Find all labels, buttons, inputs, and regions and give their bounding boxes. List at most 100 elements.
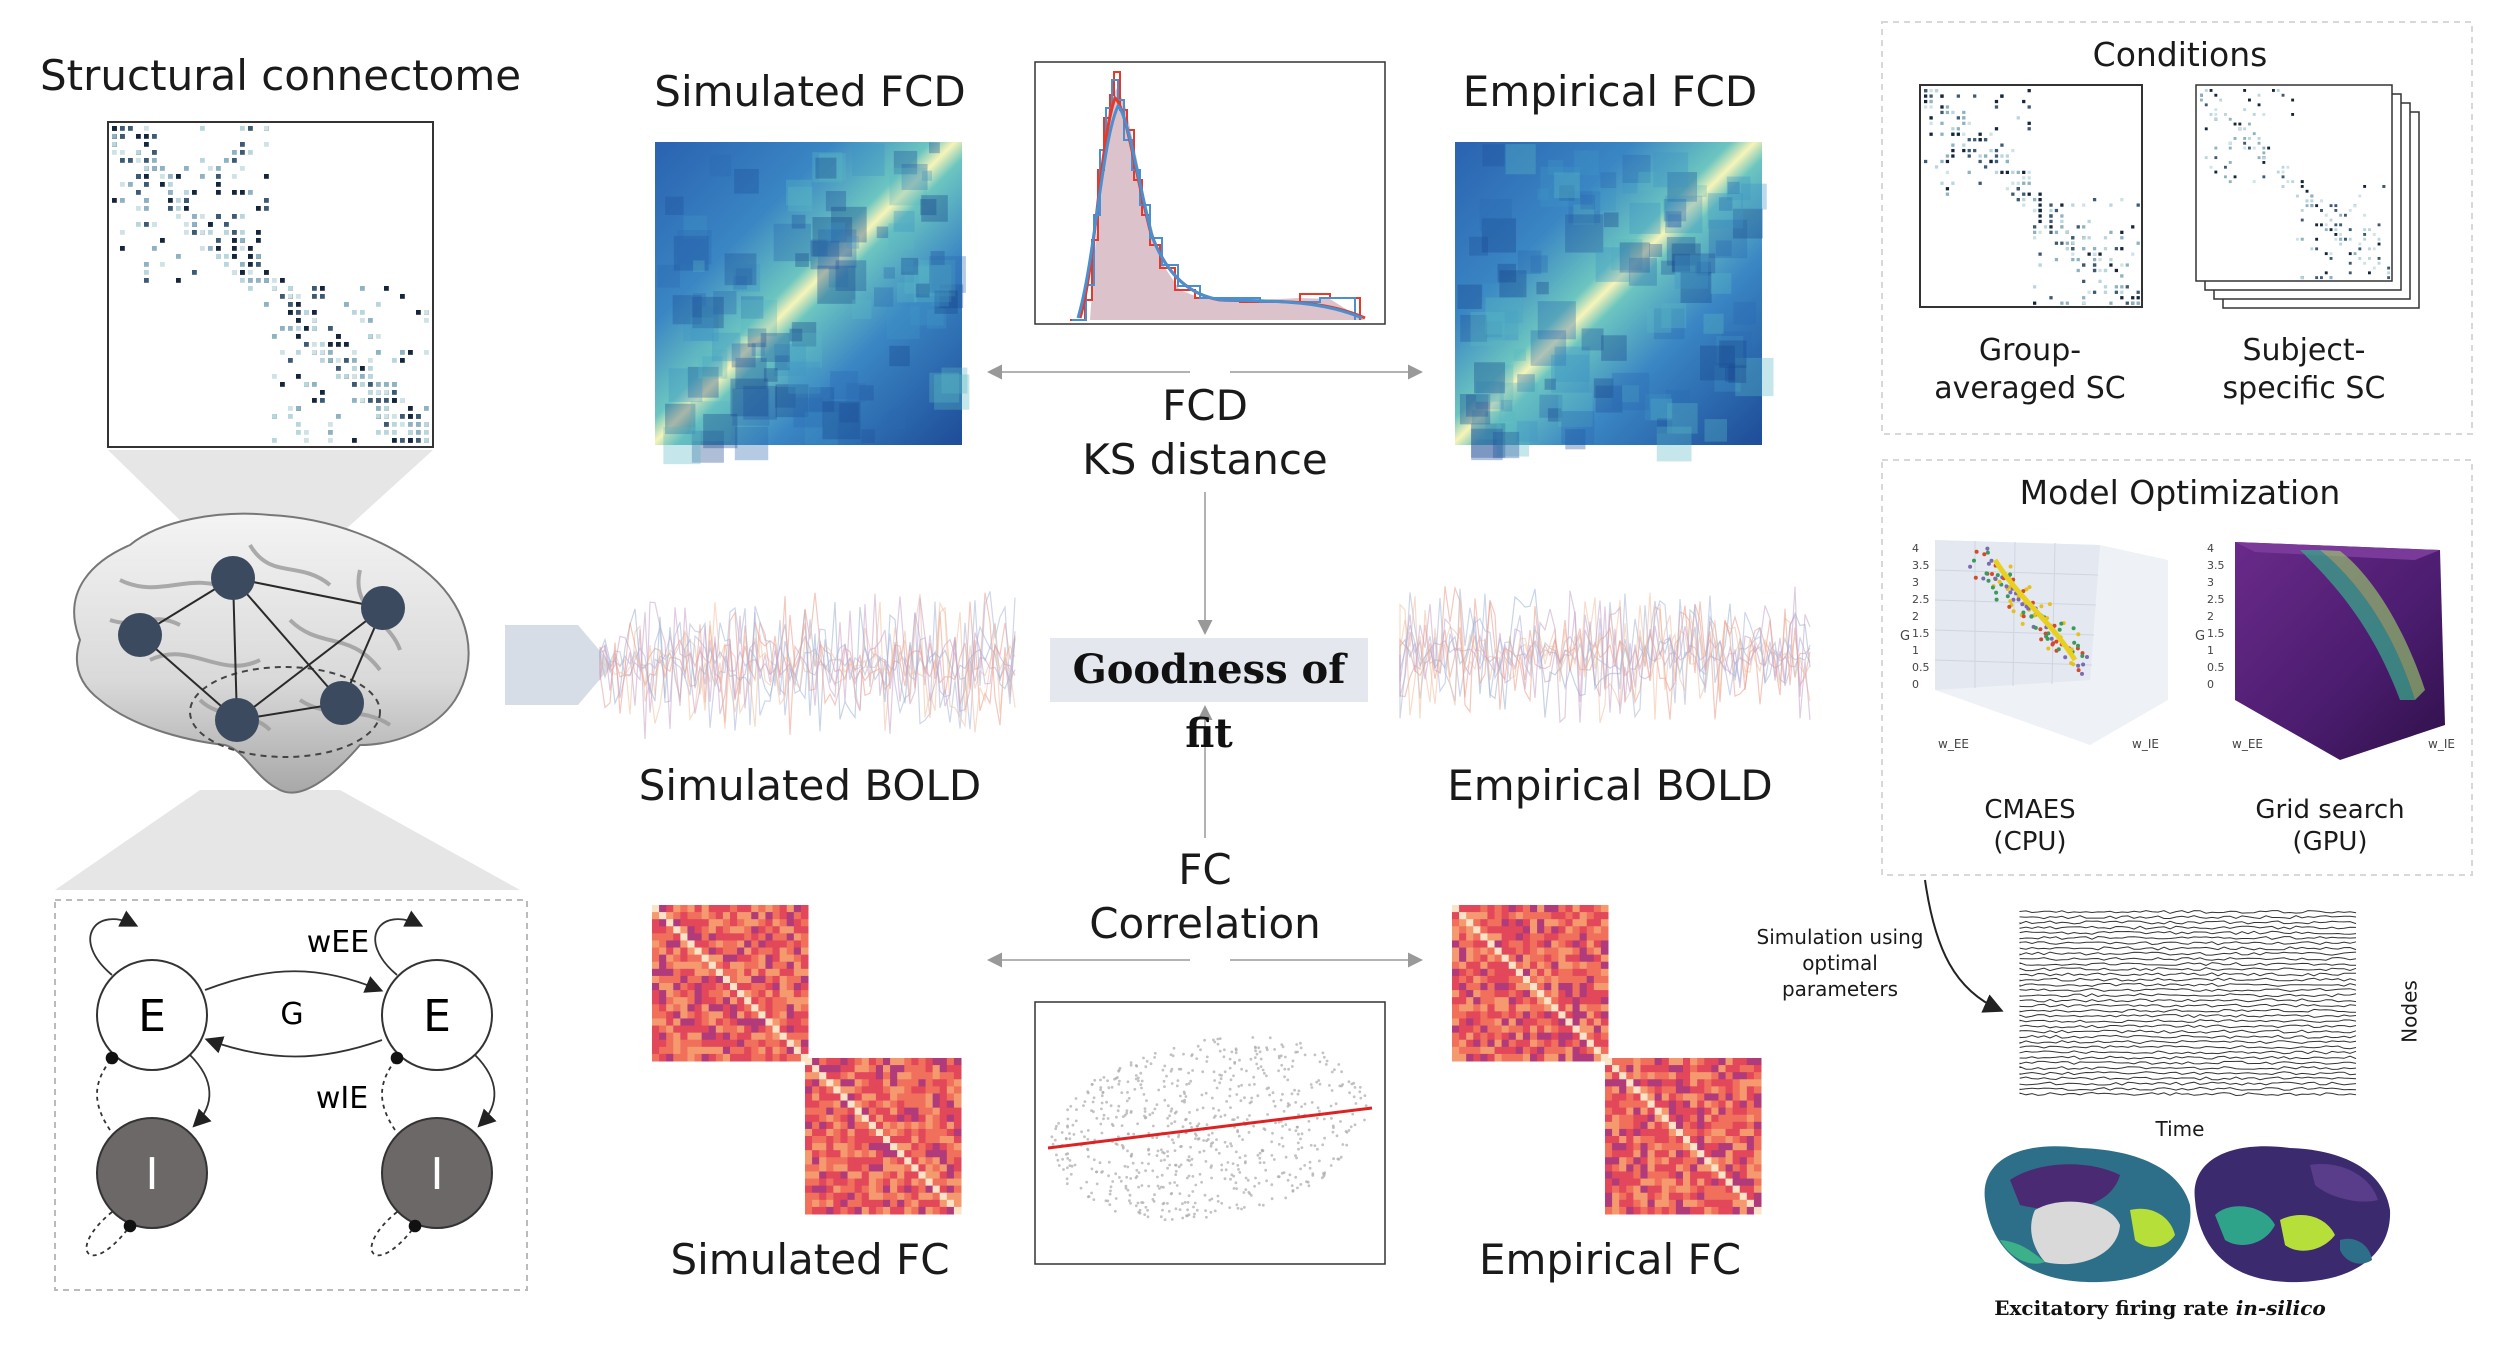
fc-cell — [875, 1206, 884, 1215]
scatter-point — [1296, 1125, 1299, 1129]
fcd-texture-patch — [683, 305, 719, 342]
matrix-entry — [144, 134, 149, 139]
fc-cell — [1600, 1032, 1609, 1041]
fc-cell — [861, 1058, 870, 1066]
scatter-point — [1363, 1094, 1367, 1097]
fc-cell — [1593, 912, 1602, 920]
scatter-point — [1193, 1132, 1197, 1136]
scatter-point — [1169, 1109, 1173, 1113]
fc-cell — [1459, 933, 1467, 941]
fc-cell — [939, 1107, 948, 1116]
fc-cell — [1612, 1136, 1620, 1144]
matrix-entry — [1967, 154, 1971, 158]
matrix-entry — [1934, 165, 1939, 169]
fc-cell — [868, 1157, 877, 1165]
fc-cell — [925, 1128, 934, 1137]
fc-cell — [925, 1206, 934, 1215]
fc-cell — [772, 912, 781, 920]
fc-cell — [868, 1128, 877, 1137]
fc-cell — [1508, 990, 1517, 998]
fc-cell — [652, 1004, 660, 1012]
matrix-entry — [2243, 141, 2247, 145]
fc-cell — [1600, 961, 1609, 970]
fc-cell — [1501, 954, 1510, 963]
scatter-point — [1253, 1045, 1257, 1049]
matrix-entry — [2038, 219, 2042, 224]
scatter-point — [1279, 1098, 1283, 1102]
matrix-entry — [2120, 198, 2124, 202]
fc-cell — [904, 1150, 912, 1158]
fc-cell — [932, 1199, 941, 1208]
fcd-texture-patch — [795, 253, 809, 267]
fcd-texture-patch — [1716, 335, 1744, 363]
fc-cell — [1572, 1018, 1581, 1027]
matrix-entry — [352, 366, 357, 371]
fc-cell — [722, 1039, 731, 1048]
matrix-entry — [320, 358, 325, 363]
fc-cell — [715, 905, 724, 913]
fc-cell — [765, 912, 774, 920]
scatter-point — [1153, 1107, 1157, 1111]
fc-cell — [765, 975, 774, 984]
matrix-entry — [2022, 181, 2026, 185]
fc-cell — [883, 1185, 891, 1194]
fc-cell — [868, 1143, 877, 1151]
matrix-entry — [1978, 132, 1982, 136]
matrix-entry — [392, 438, 397, 443]
fc-cell — [1697, 1185, 1705, 1194]
fc-cell — [1572, 983, 1581, 991]
firing-rate-brain-left — [1984, 1146, 2191, 1283]
cmaes-tick-label: 3 — [1912, 576, 1919, 589]
fc-cell — [1565, 933, 1574, 941]
fc-cell — [1593, 1004, 1602, 1012]
fcd-texture-patch — [1469, 236, 1488, 256]
fc-cell — [1675, 1192, 1684, 1201]
matrix-entry — [2243, 89, 2247, 92]
fc-cell — [1515, 990, 1524, 998]
cmaes-sample — [1986, 561, 1991, 566]
fc-cell — [687, 1053, 696, 1062]
cmaes-sample — [2044, 634, 2049, 639]
fc-cell — [744, 975, 752, 984]
cmaes-sample — [2049, 636, 2054, 641]
fc-cell — [673, 990, 681, 998]
matrix-entry — [248, 278, 253, 283]
fc-cell — [1565, 1046, 1574, 1055]
scatter-point — [1107, 1086, 1111, 1090]
empirical-fcd-matrix — [1455, 142, 1774, 462]
fc-cell — [1690, 1143, 1698, 1151]
scatter-point — [1140, 1161, 1144, 1165]
matrix-entry — [216, 246, 221, 251]
fc-cell — [1466, 1046, 1474, 1055]
scatter-point — [1151, 1169, 1155, 1173]
cmaes-sample — [2080, 671, 2084, 676]
cmaes-sample — [1974, 549, 1979, 554]
fcd-texture-patch — [858, 385, 874, 401]
fc-cell — [1544, 975, 1552, 984]
fc-cell — [1739, 1185, 1748, 1194]
matrix-entry — [288, 302, 293, 307]
fc-cell — [751, 1025, 759, 1034]
matrix-entry — [2324, 213, 2328, 217]
fcd-texture-patch — [1470, 311, 1505, 347]
fc-cell — [819, 1171, 827, 1180]
cmaes-sample — [1972, 558, 1976, 563]
scatter-point — [1331, 1130, 1335, 1134]
fc-cell — [1619, 1157, 1627, 1165]
fc-cell — [708, 975, 717, 984]
matrix-entry — [2329, 276, 2333, 280]
fc-cell — [1487, 912, 1496, 920]
fc-cell — [680, 975, 688, 984]
scatter-point — [1151, 1198, 1155, 1201]
scatter-point — [1303, 1164, 1307, 1167]
scatter-point — [1092, 1158, 1096, 1162]
matrix-entry — [2204, 89, 2208, 92]
scatter-point — [1153, 1051, 1157, 1055]
scatter-point — [1204, 1091, 1208, 1095]
fc-cell — [715, 1053, 724, 1062]
scatter-point — [1134, 1176, 1138, 1180]
fc-cell — [786, 1011, 795, 1019]
fc-cell — [715, 975, 724, 984]
grid-tick-label: 4 — [2207, 542, 2214, 555]
fc-cell — [911, 1086, 919, 1094]
